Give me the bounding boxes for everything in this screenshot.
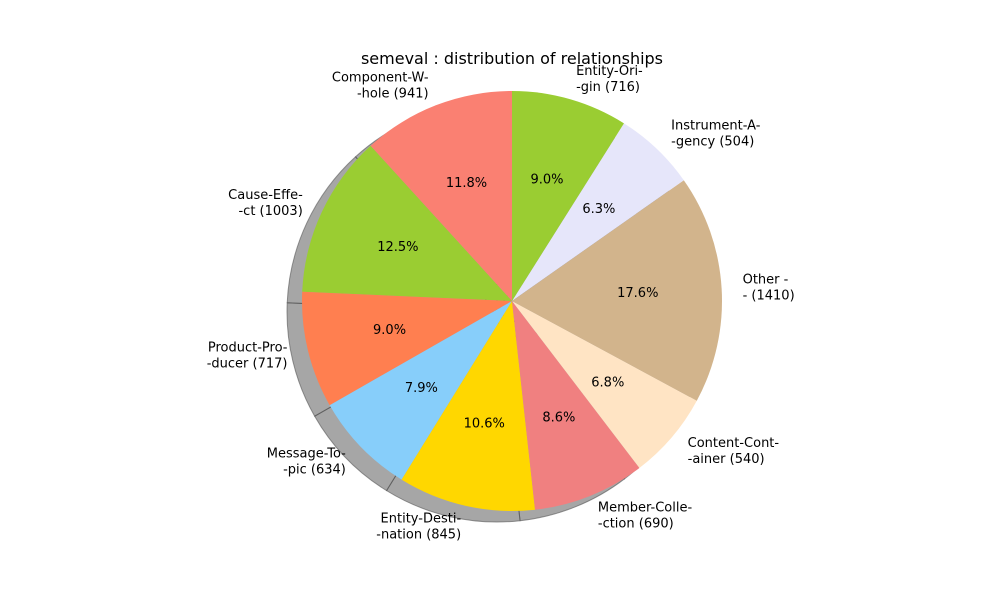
pie-slice-percent-label: 7.9% <box>405 381 438 396</box>
pie-slice-label-line: -ducer (717) <box>207 356 288 371</box>
pie-slice-percent-label: 6.8% <box>591 375 624 390</box>
chart-title: semeval : distribution of relationships <box>361 49 663 68</box>
pie-slice-label: Entity-Desti--nation (845) <box>376 511 461 542</box>
pie-slice-percent-label: 9.0% <box>530 172 563 187</box>
pie-slice-percent-label: 8.6% <box>542 410 575 425</box>
pie-slice-label-line: -pic (634) <box>283 462 346 477</box>
pie-slice-label-line: -ainer (540) <box>688 452 765 467</box>
pie-slice-label: Component-W--hole (941) <box>332 71 429 102</box>
pie-slice <box>302 291 512 406</box>
pie-slice-label: Other -- (1410) <box>743 272 795 303</box>
pie-slice-label-line: Component-W- <box>332 71 429 86</box>
pie-slice-percent-label: 17.6% <box>617 286 658 301</box>
pie-slice <box>512 180 723 401</box>
pie-slice-label: Content-Cont--ainer (540) <box>688 436 780 467</box>
pie-slice-label-line: Instrument-A- <box>671 119 761 134</box>
pie-slices <box>302 91 723 512</box>
pie-slice <box>401 301 536 512</box>
pie-slice-label-line: Entity-Ori- <box>576 64 643 79</box>
pie-slice-label-line: -gency (504) <box>671 135 754 150</box>
pie-slice <box>329 301 512 480</box>
pie-slice-label: Message-To--pic (634) <box>267 446 346 477</box>
pie-slice-label-line: Member-Colle- <box>598 500 693 515</box>
pie-slice-label-line: -ction (690) <box>598 516 674 531</box>
pie-slice-label-line: -hole (941) <box>357 87 429 102</box>
pie-slice-label: Entity-Ori--gin (716) <box>576 64 643 95</box>
pie-slice-label-line: -ct (1003) <box>238 204 302 219</box>
pie-slice <box>512 301 697 468</box>
pie-slice-percent-label: 12.5% <box>377 240 418 255</box>
pie-slice-label-line: Message-To- <box>267 446 346 461</box>
pie-slice-label-line: Cause-Effe- <box>228 188 303 203</box>
pie-slice-percent-label: 9.0% <box>373 323 406 338</box>
pie-slice-label: Product-Pro--ducer (717) <box>207 340 288 371</box>
pie-slice-percent-label: 11.8% <box>446 176 487 191</box>
pie-slice-percent-label: 10.6% <box>464 416 505 431</box>
pie-slice-label-line: Entity-Desti- <box>381 511 462 526</box>
pie-slice-label-line: -nation (845) <box>376 527 461 542</box>
pie-slice-label: Cause-Effe--ct (1003) <box>228 188 303 219</box>
pie-slice <box>512 123 684 302</box>
pie-slice-label-line: Content-Cont- <box>688 436 780 451</box>
pie-slice-label: Member-Colle--ction (690) <box>598 500 693 531</box>
pie-slice <box>302 145 512 301</box>
pie-slice-label-line: Product-Pro- <box>208 340 288 355</box>
pie-slice <box>512 91 624 301</box>
pie-slice-label-line: Other - <box>743 272 789 287</box>
pie-slice-label-line: - (1410) <box>743 288 795 303</box>
pie-labels: 11.8% Component-W--hole (941) 12.5% Cause-E… <box>207 64 795 542</box>
pie-slice-label: Instrument-A--gency (504) <box>671 119 761 150</box>
pie-slice-percent-label: 6.3% <box>582 202 615 217</box>
pie-slice <box>370 91 512 301</box>
pie-slice <box>512 301 640 510</box>
pie-slice-label-line: -gin (716) <box>576 80 640 95</box>
